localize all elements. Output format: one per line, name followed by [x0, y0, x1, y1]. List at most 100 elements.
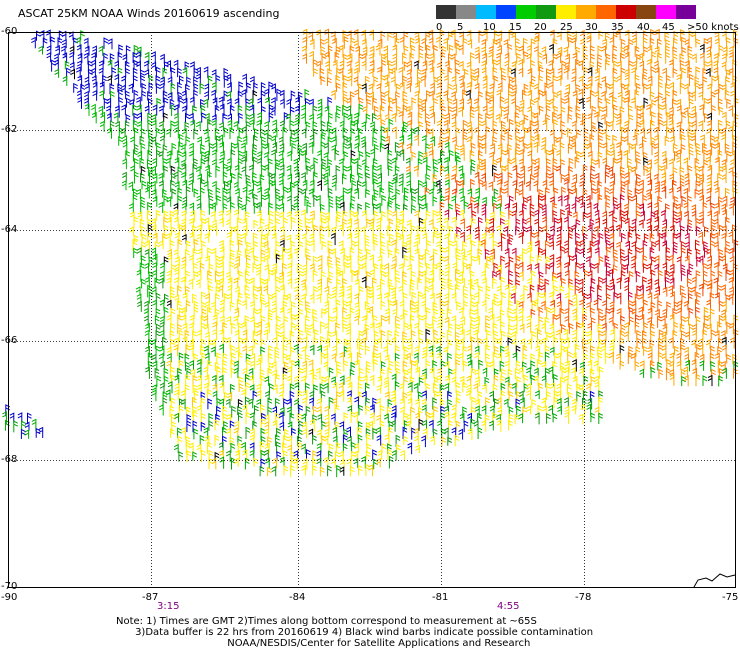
wind-barb [455, 397, 461, 408]
wind-barb [282, 126, 288, 139]
wind-barb [205, 255, 210, 267]
wind-barb [73, 82, 78, 93]
wind-barb [391, 126, 397, 139]
wind-barb [707, 255, 712, 267]
wind-barb [668, 106, 674, 116]
wind-barb [192, 405, 197, 418]
wind-barb [509, 195, 514, 208]
wind-barb [722, 195, 728, 207]
wind-barb [642, 330, 647, 341]
wind-barb [287, 366, 292, 379]
wind-barb [657, 299, 663, 312]
wind-barb [576, 383, 582, 393]
wind-barb [342, 210, 348, 220]
wind-barb [137, 150, 143, 161]
wind-barb [189, 359, 194, 371]
wind-barb [717, 270, 723, 282]
wind-barb [38, 426, 44, 438]
wind-barb [425, 411, 431, 424]
wind-barb [193, 270, 199, 280]
wind-barb [301, 278, 306, 289]
wind-barb [42, 37, 48, 49]
wind-barb [433, 181, 439, 191]
wind-barb [589, 352, 595, 364]
wind-barb [661, 103, 667, 116]
wind-barb [579, 239, 585, 252]
wind-barb [421, 300, 426, 313]
wind-barb [388, 105, 393, 115]
wind-barb [388, 118, 394, 132]
wind-barb [205, 292, 210, 302]
wind-barb [489, 95, 494, 109]
wind-barb [702, 262, 708, 273]
wind-barb [587, 66, 593, 78]
wind-barb [377, 293, 382, 303]
wind-barb [128, 83, 134, 93]
wind-barb [361, 141, 367, 155]
wind-barb [473, 329, 478, 342]
wind-barb [260, 418, 266, 432]
wind-barb [121, 104, 126, 116]
wind-barb [643, 165, 649, 176]
wind-barb [526, 44, 532, 57]
wind-barb [335, 450, 340, 461]
wind-barb [174, 374, 180, 385]
wind-barb [679, 53, 685, 63]
wind-barb [542, 53, 547, 64]
wind-barb [330, 457, 336, 469]
wind-barb [733, 97, 739, 108]
wind-barb [103, 52, 109, 65]
wind-barb [136, 188, 141, 200]
wind-barb [147, 90, 152, 101]
wind-barb [724, 246, 730, 258]
wind-barb [339, 60, 345, 70]
wind-barb [98, 105, 104, 117]
wind-barb [706, 248, 712, 258]
wind-barb [219, 456, 225, 469]
wind-barb [327, 292, 332, 304]
wind-barb [293, 398, 299, 410]
wind-barb [366, 98, 372, 108]
wind-barb [687, 112, 693, 124]
wind-barb [493, 336, 499, 350]
wind-barb [225, 271, 231, 281]
wind-barb [328, 271, 334, 281]
wind-barb [576, 390, 582, 402]
wind-barb [698, 91, 704, 101]
wind-barb [523, 284, 529, 297]
wind-barb [83, 37, 89, 49]
wind-barb [283, 398, 288, 409]
wind-barb [380, 247, 385, 258]
wind-barb [312, 373, 318, 386]
wind-barb [627, 351, 633, 364]
wind-barb [583, 375, 589, 385]
wind-barb [624, 254, 629, 266]
wind-barb [628, 291, 633, 304]
wind-barb [201, 240, 206, 250]
wind-barb [523, 114, 529, 124]
wind-barb [230, 359, 236, 372]
wind-barb [514, 111, 520, 124]
wind-barb [489, 390, 494, 402]
wind-barb [653, 209, 659, 222]
wind-barb [587, 397, 593, 410]
wind-barb [309, 210, 315, 220]
wind-barb [227, 81, 232, 93]
wind-barb [324, 285, 330, 295]
wind-barb [552, 53, 558, 64]
wind-barb [429, 254, 435, 266]
wind-barb [636, 173, 641, 185]
wind-barb [212, 224, 218, 236]
wind-barb [542, 179, 548, 190]
wind-barb [570, 367, 576, 380]
wind-barb [696, 149, 701, 162]
wind-barb [676, 255, 682, 267]
wind-barb [362, 105, 368, 117]
wind-barb [542, 216, 547, 229]
wind-barb [574, 270, 580, 281]
wind-barb [496, 419, 502, 432]
wind-barb [181, 171, 186, 184]
wind-barb [144, 329, 150, 342]
wind-barb [455, 381, 461, 393]
wind-barb [575, 46, 581, 56]
